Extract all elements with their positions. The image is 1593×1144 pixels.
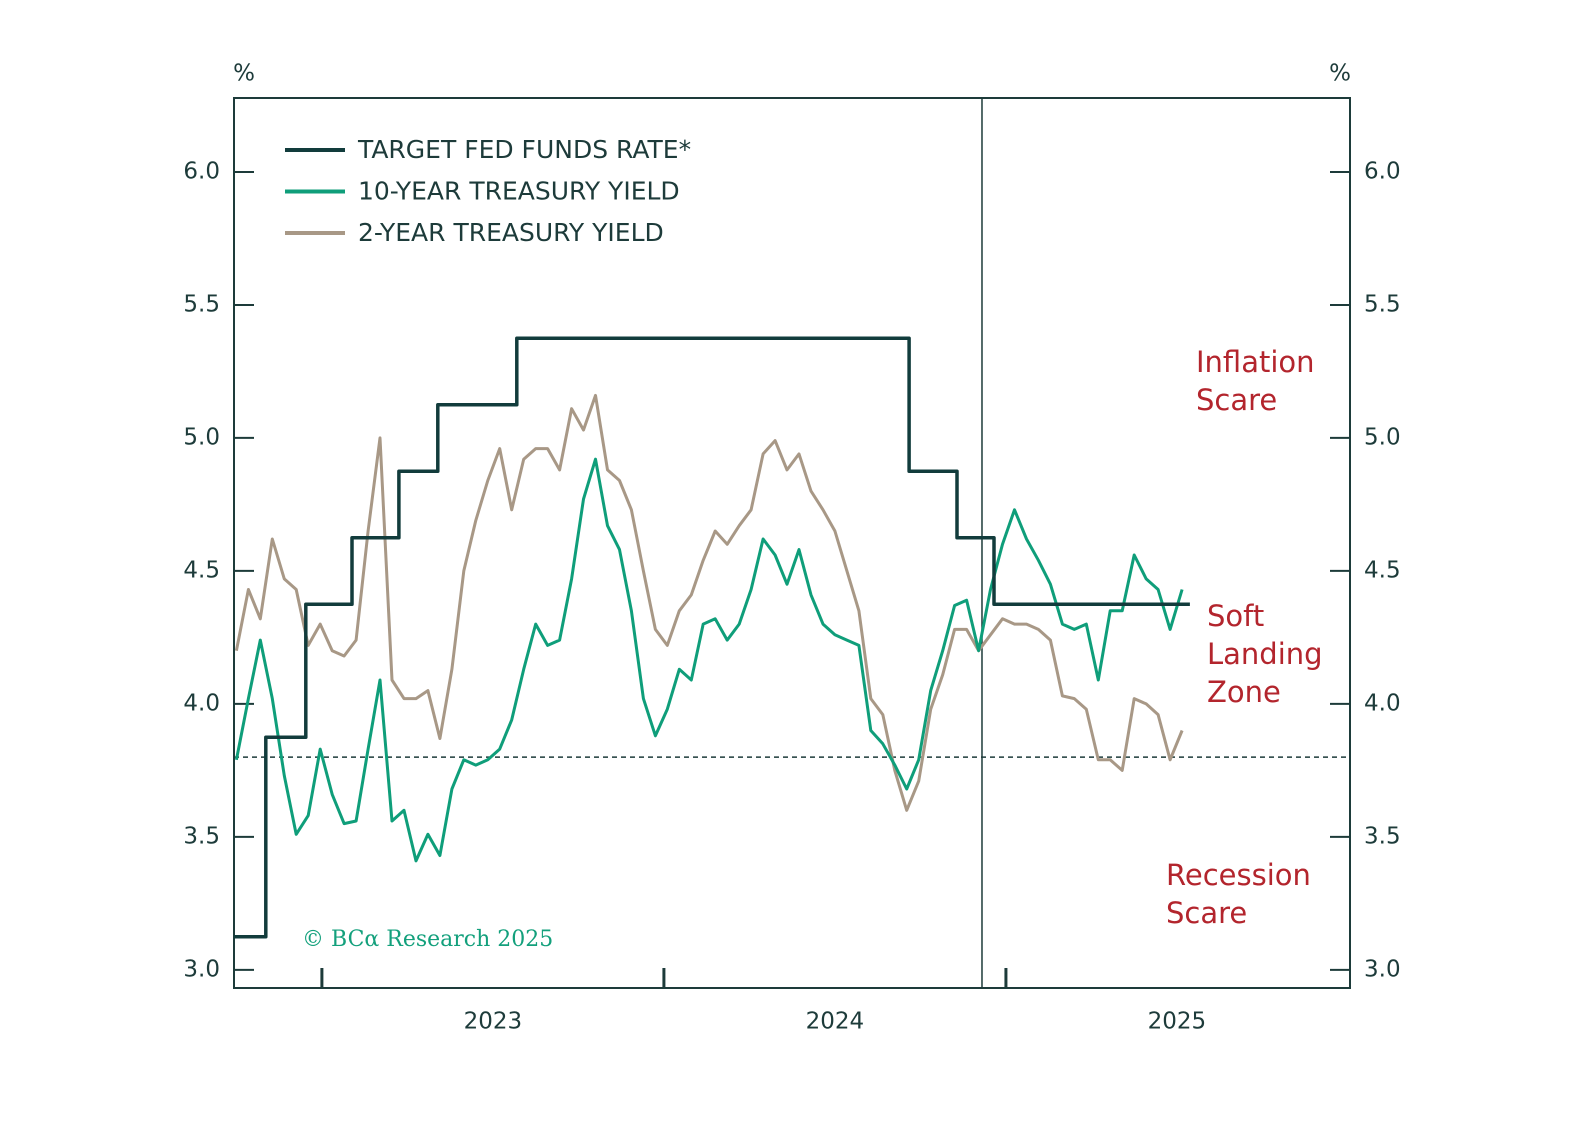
series-line [234, 393, 1184, 812]
x-tick-label: 2025 [1148, 1009, 1207, 1035]
y-tick-label: 4.0 [183, 690, 220, 716]
y-tick-label: 4.5 [183, 557, 220, 583]
y-tick-label: 6.0 [183, 158, 220, 184]
source: © BCα Research 2025 [302, 927, 553, 952]
y2-tick-label: 4.0 [1364, 690, 1401, 716]
annotation: Zone [1207, 675, 1281, 709]
annotation: Inflation [1196, 345, 1315, 379]
y-tick-label: 5.0 [183, 424, 220, 450]
y-tick-label: 3.0 [183, 956, 220, 982]
y2-tick-label: 5.0 [1364, 424, 1401, 450]
x-tick-label: 2024 [806, 1009, 865, 1035]
annotation: Landing [1207, 637, 1323, 671]
legend-label: TARGET FED FUNDS RATE* [357, 135, 691, 164]
legend-label: 2-YEAR TREASURY YIELD [358, 218, 664, 247]
legend-label: 10-YEAR TREASURY YIELD [358, 177, 680, 206]
y-tick-label: 5.5 [183, 291, 220, 317]
y-unit: % [233, 61, 255, 87]
y2-tick-label: 3.0 [1364, 956, 1401, 982]
series-line [234, 457, 1184, 863]
y2-tick-label: 5.5 [1364, 291, 1401, 317]
y2-tick-label: 6.0 [1364, 158, 1401, 184]
y2-tick-label: 3.5 [1364, 823, 1401, 849]
annotation: Recession [1166, 858, 1311, 892]
x-tick-label: 2023 [464, 1009, 523, 1035]
plot-frame [233, 97, 1351, 989]
y-tick-label: 3.5 [183, 823, 220, 849]
y2-unit: % [1329, 61, 1351, 87]
series-line [234, 336, 1190, 939]
annotation: Soft [1207, 599, 1264, 633]
annotation: Scare [1166, 896, 1247, 930]
annotation: Scare [1196, 383, 1277, 417]
y2-tick-label: 4.5 [1364, 557, 1401, 583]
